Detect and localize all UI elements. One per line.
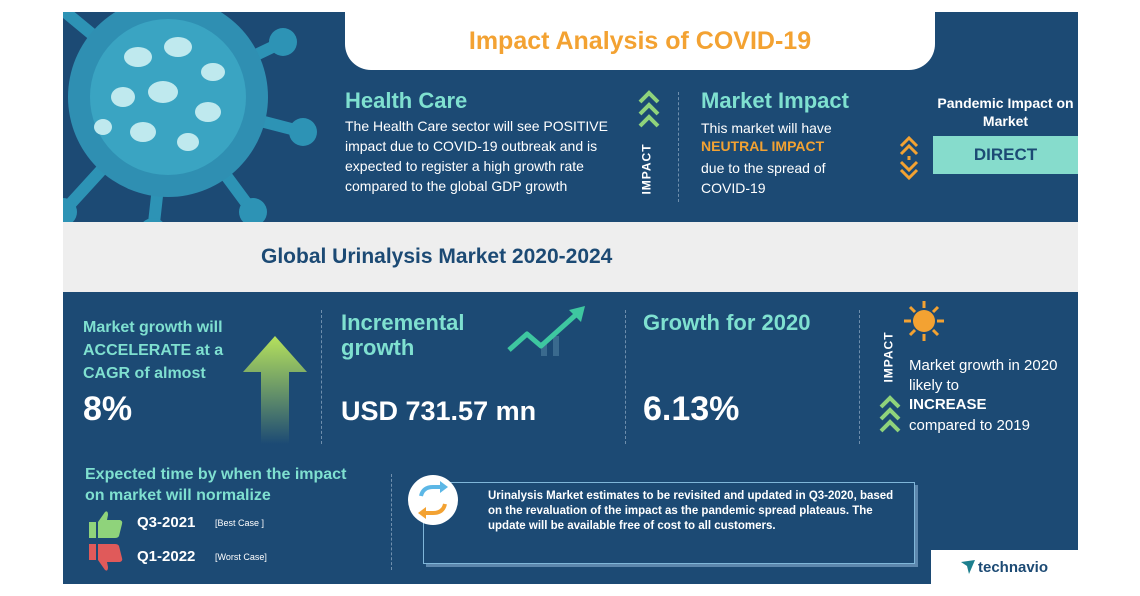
virus-icon [63,12,317,222]
divider [678,92,679,202]
market-impact-line1: This market will have [701,120,832,136]
divider [391,474,392,570]
impact-label-vertical-right: IMPACT [873,328,903,388]
divider [625,310,626,444]
impact-right-highlight: INCREASE [909,396,987,413]
health-care-heading: Health Care [345,88,468,113]
growth2020-value: 6.13% [643,390,740,428]
sun-icon [904,301,944,341]
cagr-value: 8% [83,390,133,428]
thumbs-down-icon [89,544,123,571]
technavio-mark-icon [960,560,975,574]
incremental-value: USD 731.57 mn [341,396,537,426]
normalize-heading: Expected time by when the impact on mark… [85,466,347,504]
best-case-tag: [Best Case ] [215,518,265,528]
title-tab: Impact Analysis of COVID-19 [345,12,935,70]
up-arrow-icon [243,336,307,444]
worst-case-tag: [Worst Case] [215,552,267,562]
divider [859,310,860,444]
brand-name: technavio [977,558,1049,576]
impact-right-label: IMPACT [881,331,896,383]
stats-band: Market growth will ACCELERATE at a CAGR … [63,292,1078,460]
impact-label-vertical: IMPACT [631,140,667,196]
chevron-up-icon [638,90,660,128]
best-case-value: Q3-2021 [137,514,196,531]
impact-right-line1: Market growth in 2020 likely to [909,357,1058,394]
top-band: Impact Analysis of COVID-19 Health Care … [63,12,1078,222]
incremental-heading: Incremental growth [341,310,465,360]
chevron-up-icon [879,395,901,433]
thumbs-up-icon [89,511,123,538]
impact-label-text: IMPACT [639,143,654,195]
pandemic-value-box: DIRECT [933,136,1078,174]
update-note-text: Urinalysis Market estimates to be revisi… [488,490,894,532]
market-impact-line2: due to the spread of COVID-19 [701,160,826,196]
market-impact-highlight: NEUTRAL IMPACT [701,138,825,154]
growth2020-heading: Growth for 2020 [643,310,811,335]
subtitle-band: Global Urinalysis Market 2020-2024 [63,222,1078,292]
cagr-text: Market growth will ACCELERATE at a CAGR … [83,319,224,382]
health-care-body: The Health Care sector will see POSITIVE… [345,118,608,194]
market-subtitle: Global Urinalysis Market 2020-2024 [261,245,613,268]
worst-case-value: Q1-2022 [137,548,196,565]
growth-chart-icon [507,306,585,356]
brand-logo: technavio [931,550,1078,584]
pandemic-value: DIRECT [973,145,1038,164]
pandemic-heading: Pandemic Impact on Market [937,95,1074,129]
refresh-icon [408,475,458,525]
infographic: Impact Analysis of COVID-19 Health Care … [63,12,1078,584]
update-note-box: Urinalysis Market estimates to be revisi… [423,482,915,564]
up-down-arrows-icon [899,135,919,181]
divider [321,310,322,444]
market-impact-heading: Market Impact [701,88,849,113]
page-title: Impact Analysis of COVID-19 [468,26,812,55]
impact-right-line2: compared to 2019 [909,417,1030,434]
